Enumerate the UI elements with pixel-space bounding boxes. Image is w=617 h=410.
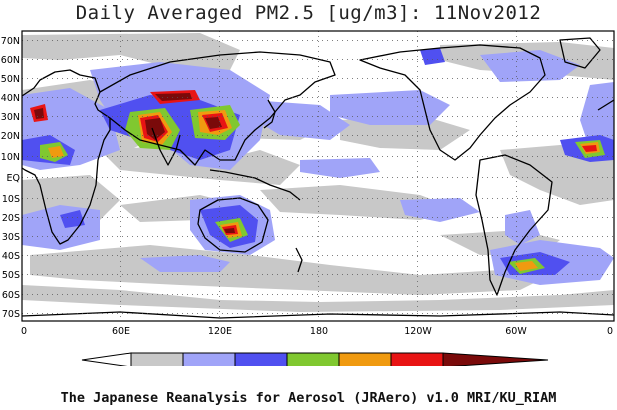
coastlines	[22, 37, 614, 319]
lat-label: 30N	[1, 112, 20, 123]
lat-label: 20N	[1, 131, 20, 142]
longitude-axis: 0 60E 120E 180 120W 60W 0	[21, 326, 613, 337]
colorbar-segment-4	[286, 352, 340, 366]
colorbar-segment-1	[130, 352, 184, 366]
lon-label: 0	[607, 326, 613, 337]
lat-label: 10S	[2, 194, 20, 205]
lon-label: 120E	[208, 326, 232, 337]
lat-label: 60N	[1, 55, 20, 66]
lat-label: 50N	[1, 74, 20, 85]
pm25-over-80-regions	[34, 93, 235, 233]
lat-label: 70S	[2, 309, 20, 320]
lat-label: 40N	[1, 93, 20, 104]
lon-label: 0	[21, 326, 27, 337]
lat-label: 70N	[1, 36, 20, 47]
lat-label: EQ	[7, 173, 20, 184]
colorbar	[81, 352, 549, 366]
colorbar-segment-3	[234, 352, 288, 366]
lat-label: 30S	[2, 232, 20, 243]
colorbar-segment-5	[338, 352, 392, 366]
latitude-axis: 70N 60N 50N 40N 30N 20N 10N EQ 10S 20S 3…	[1, 36, 20, 320]
lat-label: 40S	[2, 251, 20, 262]
aerosol-field	[22, 31, 614, 321]
lat-label: 50S	[2, 270, 20, 281]
map-title: Daily Averaged PM2.5 [ug/m3]: 11Nov2012	[75, 2, 542, 24]
lon-label: 120W	[404, 326, 432, 337]
credit-line: The Japanese Reanalysis for Aerosol (JRA…	[60, 390, 557, 406]
lat-label: 10N	[1, 152, 20, 163]
plot-frame	[21, 30, 615, 322]
colorbar-segment-7	[442, 352, 549, 366]
colorbar-segment-2	[182, 352, 236, 366]
lat-label: 60S	[2, 290, 20, 301]
colorbar-segment-6	[390, 352, 444, 366]
lat-label: 20S	[2, 213, 20, 224]
pm25-map: 70N 60N 50N 40N 30N 20N 10N EQ 10S 20S 3…	[1, 30, 615, 366]
lon-label: 60E	[112, 326, 130, 337]
colorbar-segment-0	[81, 352, 132, 366]
lon-label: 180	[310, 326, 328, 337]
lon-label: 60W	[505, 326, 527, 337]
graticule	[22, 31, 614, 321]
